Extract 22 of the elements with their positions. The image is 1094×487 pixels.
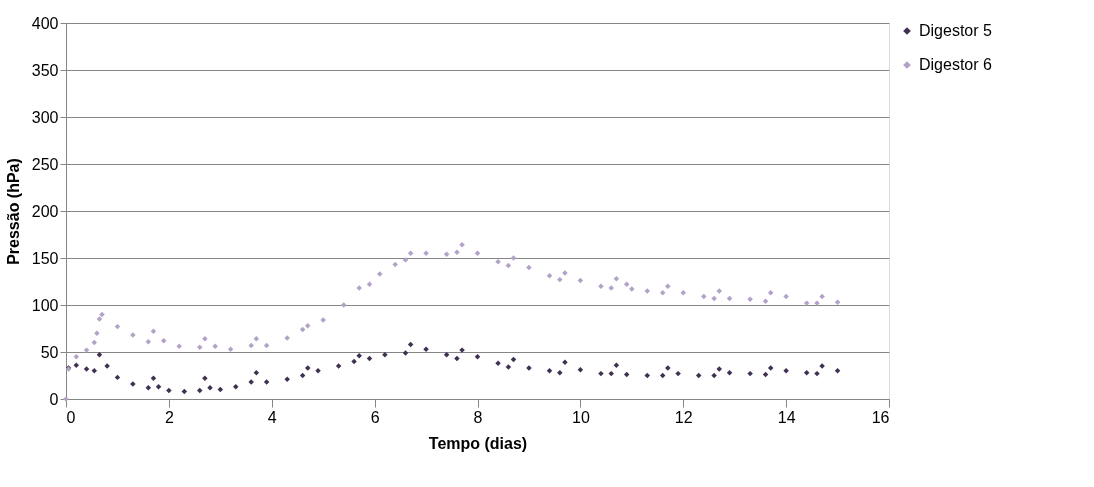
legend-label: Digestor 6	[919, 56, 993, 73]
y-tick-label: 400	[31, 14, 59, 32]
x-tick-label: 12	[674, 408, 693, 426]
y-tick-label: 0	[49, 390, 59, 408]
y-tick-label: 150	[31, 249, 59, 267]
x-tick-label: 16	[871, 408, 890, 426]
y-tick-label: 250	[31, 155, 59, 173]
x-tick-label: 4	[267, 408, 277, 426]
y-tick-label: 100	[31, 296, 59, 314]
x-axis-title: Tempo (dias)	[428, 434, 528, 452]
y-tick-label: 50	[40, 343, 59, 361]
y-tick-label: 350	[31, 61, 59, 79]
x-tick-label: 0	[66, 408, 76, 426]
y-axis-title: Pressão (hPa)	[4, 158, 22, 265]
y-tick-label: 200	[31, 202, 59, 220]
x-tick-label: 6	[370, 408, 380, 426]
x-tick-label: 2	[164, 408, 174, 426]
y-tick-label: 300	[31, 108, 59, 126]
x-tick-label: 8	[473, 408, 483, 426]
legend-label: Digestor 5	[919, 22, 993, 39]
x-tick-label: 14	[777, 408, 796, 426]
x-tick-label: 10	[571, 408, 590, 426]
